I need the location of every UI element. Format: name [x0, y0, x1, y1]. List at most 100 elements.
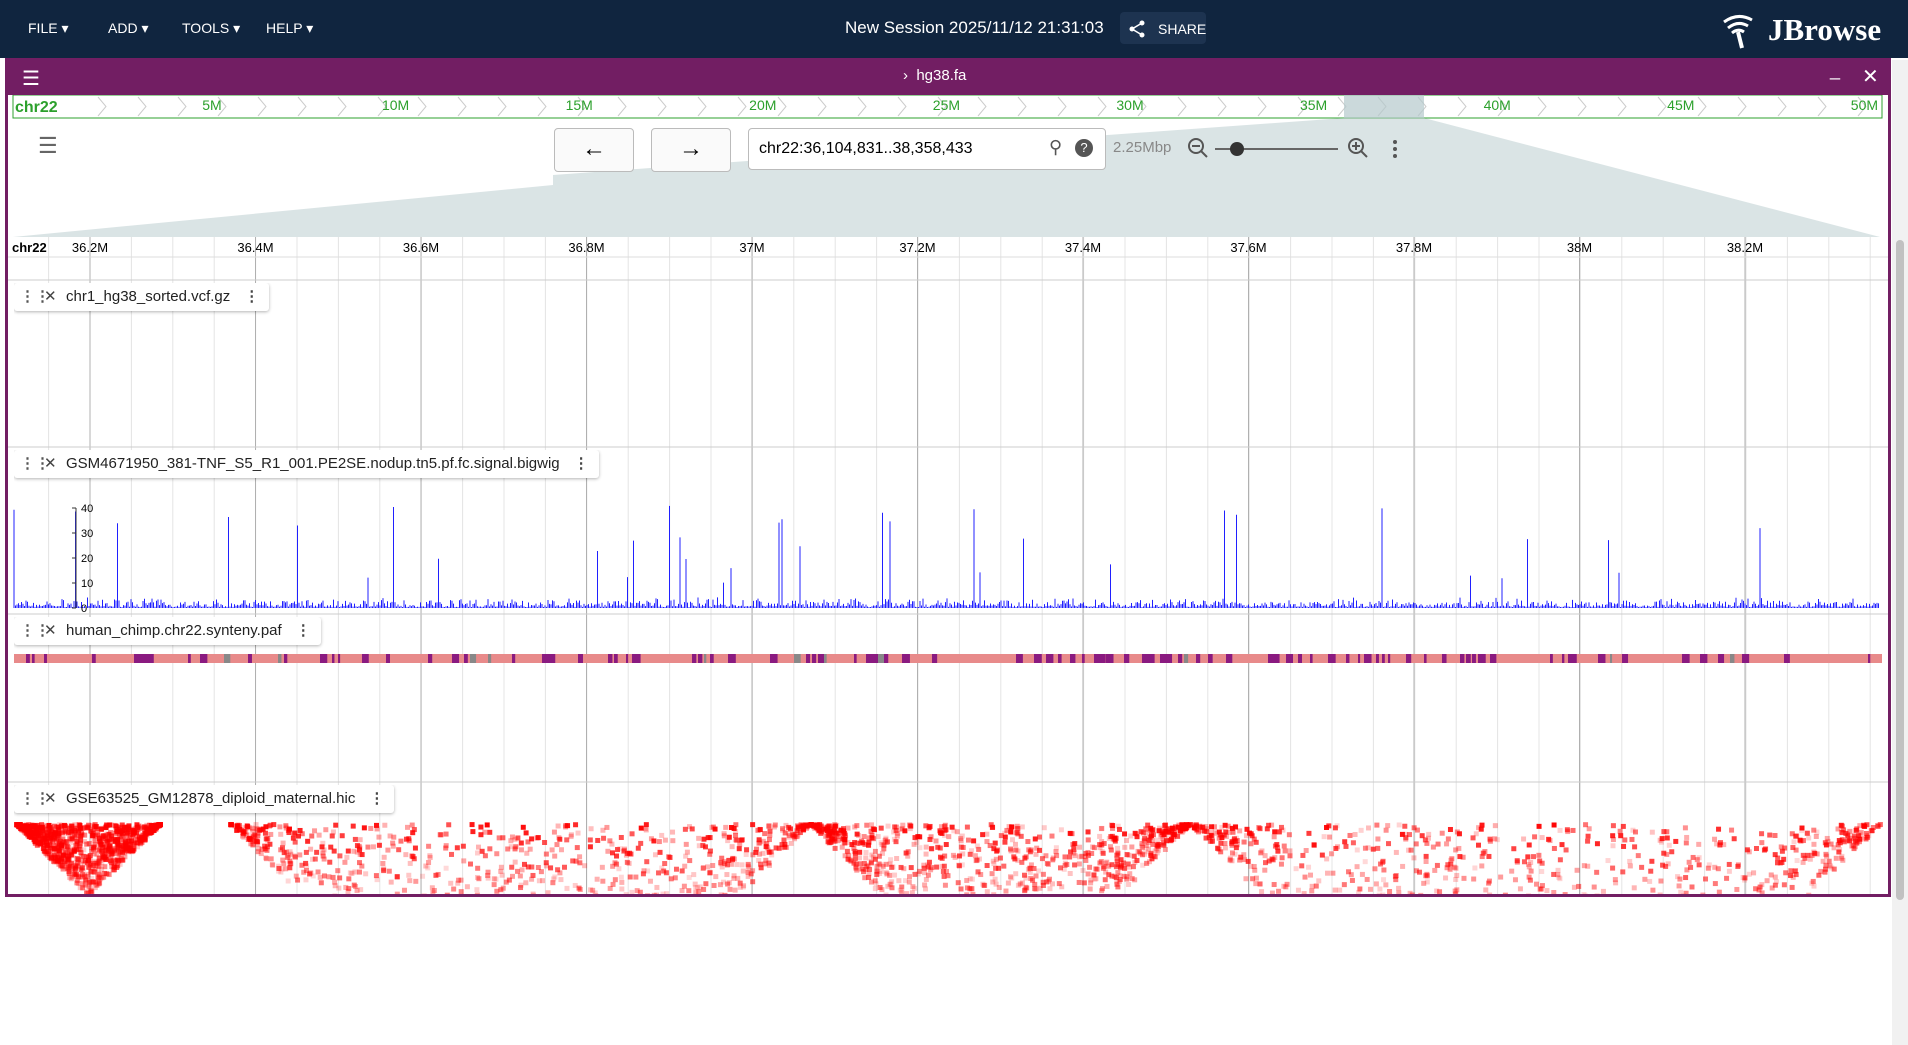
hic-cell [696, 836, 701, 841]
hic-cell [1790, 845, 1795, 850]
hic-cell [1161, 832, 1166, 837]
hic-cell [1330, 871, 1335, 876]
hic-cell [1673, 839, 1678, 844]
hic-cell [1773, 852, 1778, 857]
minimize[interactable]: _ [1830, 60, 1840, 81]
hic-cell [944, 869, 949, 874]
hic-cell [773, 823, 778, 828]
hic-cell [970, 892, 975, 894]
hic-cell [390, 841, 395, 846]
hic-cell [1648, 869, 1653, 874]
hic-cell [1112, 874, 1117, 879]
hic-cell [526, 864, 531, 869]
hic-cell [735, 876, 740, 881]
hic-cell [740, 862, 745, 867]
hic-cell [1320, 853, 1325, 858]
hic-cell [1394, 850, 1399, 855]
hic-cell [91, 880, 96, 885]
hic-cell [123, 843, 128, 848]
ruler-tick: 38.2M [1727, 240, 1763, 255]
hic-cell [509, 844, 514, 849]
hic-cell [319, 880, 324, 885]
synteny-block [1358, 654, 1360, 663]
hic-cell [1163, 847, 1168, 852]
menu-item[interactable]: HELP [266, 20, 313, 37]
hic-cell [1669, 849, 1674, 854]
hic-cell [895, 834, 900, 839]
menu-item[interactable]: ADD [108, 20, 148, 37]
hic-cell [1002, 831, 1007, 836]
hic-cell [1383, 882, 1388, 887]
hic-cell [1129, 844, 1134, 849]
hic-cell [1498, 875, 1503, 880]
synteny-block [1472, 654, 1476, 663]
hic-cell [1374, 881, 1379, 886]
hic-cell [661, 869, 666, 874]
hic-cell [746, 870, 751, 875]
hic-cell [92, 822, 97, 827]
hic-cell [1443, 875, 1448, 880]
hic-cell [976, 869, 981, 874]
hic-cell [1063, 861, 1068, 866]
hic-cell [1002, 840, 1007, 845]
hic-cell [1658, 879, 1663, 884]
menu-item[interactable]: TOOLS [182, 20, 240, 37]
hic-cell [1448, 862, 1453, 867]
hic-cell [1677, 877, 1682, 882]
hic-cell [1269, 823, 1274, 828]
hic-cell [1547, 838, 1552, 843]
synteny-block [932, 654, 937, 663]
close-view[interactable]: ✕ [1862, 64, 1879, 89]
hic-cell [1365, 877, 1370, 882]
share-button[interactable]: SHARE [1120, 12, 1206, 44]
hic-cell [1263, 853, 1268, 858]
hic-cell [894, 856, 899, 861]
hic-cell [544, 852, 549, 857]
hic-cell [1811, 842, 1816, 847]
hic-cell [783, 823, 788, 828]
hic-cell [1783, 870, 1788, 875]
menu-item[interactable]: FILE [28, 20, 69, 37]
hic-cell [777, 846, 782, 851]
hic-cell [1020, 824, 1025, 829]
hic-cell [1024, 854, 1029, 859]
hic-cell [943, 823, 948, 828]
hic-cell [1109, 823, 1114, 828]
hic-cell [1683, 825, 1688, 830]
hic-cell [985, 889, 990, 894]
hic-cell [642, 868, 647, 873]
hic-cell [934, 865, 939, 870]
hic-cell [536, 835, 541, 840]
hic-cell [1618, 833, 1623, 838]
hic-cell [1281, 884, 1286, 889]
hic-cell [1431, 845, 1436, 850]
hic-cell [1325, 871, 1330, 876]
hic-cell [1384, 828, 1389, 833]
hic-cell [1527, 875, 1532, 880]
hic-cell [1324, 856, 1329, 861]
hic-cell [44, 823, 49, 828]
synteny-block [1046, 654, 1053, 663]
hic-cell [77, 837, 82, 842]
hic-cell [924, 852, 929, 857]
hic-cell [106, 839, 111, 844]
hic-cell [922, 882, 927, 887]
hic-cell [1223, 845, 1228, 850]
hic-cell [1650, 830, 1655, 835]
hic-cell [907, 880, 912, 885]
view-menu[interactable]: ☰ [22, 66, 40, 91]
hic-cell [944, 842, 949, 847]
hic-cell [691, 872, 696, 877]
hic-cell [1421, 881, 1426, 886]
hic-cell [287, 865, 292, 870]
hic-cell [1102, 841, 1107, 846]
hic-cell [867, 867, 872, 872]
hic-cell [117, 852, 122, 857]
hic-cell [984, 832, 989, 837]
hic-cell [729, 825, 734, 830]
hic-cell [863, 855, 868, 860]
hic-cell [654, 885, 659, 890]
hic-cell [1661, 829, 1666, 834]
hic-cell [1632, 844, 1637, 849]
hic-cell [1713, 881, 1718, 886]
